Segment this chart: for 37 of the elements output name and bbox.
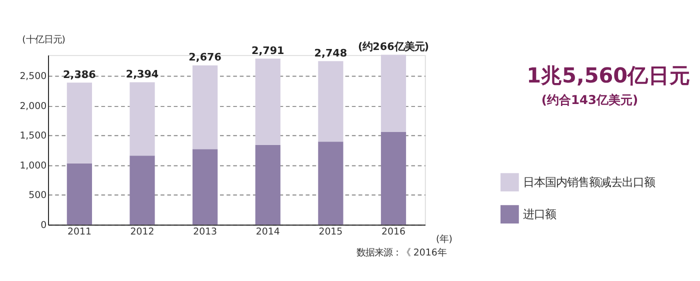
- legend-label: 进口额: [522, 208, 556, 222]
- bar: [318, 61, 344, 142]
- x-tick-label: 2015: [318, 226, 343, 238]
- bar: [66, 82, 92, 164]
- y-tick-label: 500: [28, 190, 47, 202]
- total-label: 2,394: [126, 68, 159, 80]
- bar: [380, 54, 406, 132]
- y-tick-label: 2,500: [20, 71, 47, 82]
- bar: [66, 163, 92, 225]
- bar: [318, 142, 344, 225]
- x-tick-label: 2011: [67, 226, 92, 238]
- x-tick-label: 2014: [256, 226, 280, 238]
- x-tick-label: 2016: [382, 226, 406, 238]
- total-label: 2,791: [251, 44, 284, 57]
- y-tick-label: 1,000: [20, 160, 47, 172]
- bar: [130, 82, 155, 156]
- total-label: (约266亿美元): [358, 40, 430, 53]
- y-tick-label: 1,500: [20, 130, 47, 142]
- bar: [255, 144, 280, 225]
- bar: [130, 156, 155, 225]
- x-axis-title: (年): [436, 234, 452, 246]
- total-label: 2,676: [188, 52, 222, 64]
- text: 1兆5,560亿日元: [526, 63, 691, 88]
- legend-label: 日本国内销售额减去出口额: [522, 176, 655, 190]
- y-axis-title: (十亿日元): [22, 34, 66, 46]
- bar: [192, 65, 218, 150]
- bar: [192, 149, 218, 225]
- source-note: 数据来源：《 2016年: [356, 248, 446, 259]
- bar: [255, 58, 280, 145]
- y-tick-label: 0: [40, 220, 47, 231]
- y-tick-label: 2,000: [20, 100, 47, 112]
- x-tick-label: 2012: [130, 226, 154, 238]
- bar: [380, 132, 406, 225]
- x-tick-label: 2013: [193, 226, 218, 238]
- total-label: 2,386: [63, 68, 96, 81]
- total-label: 2,748: [314, 47, 348, 60]
- text: (约合143亿美元): [541, 93, 638, 108]
